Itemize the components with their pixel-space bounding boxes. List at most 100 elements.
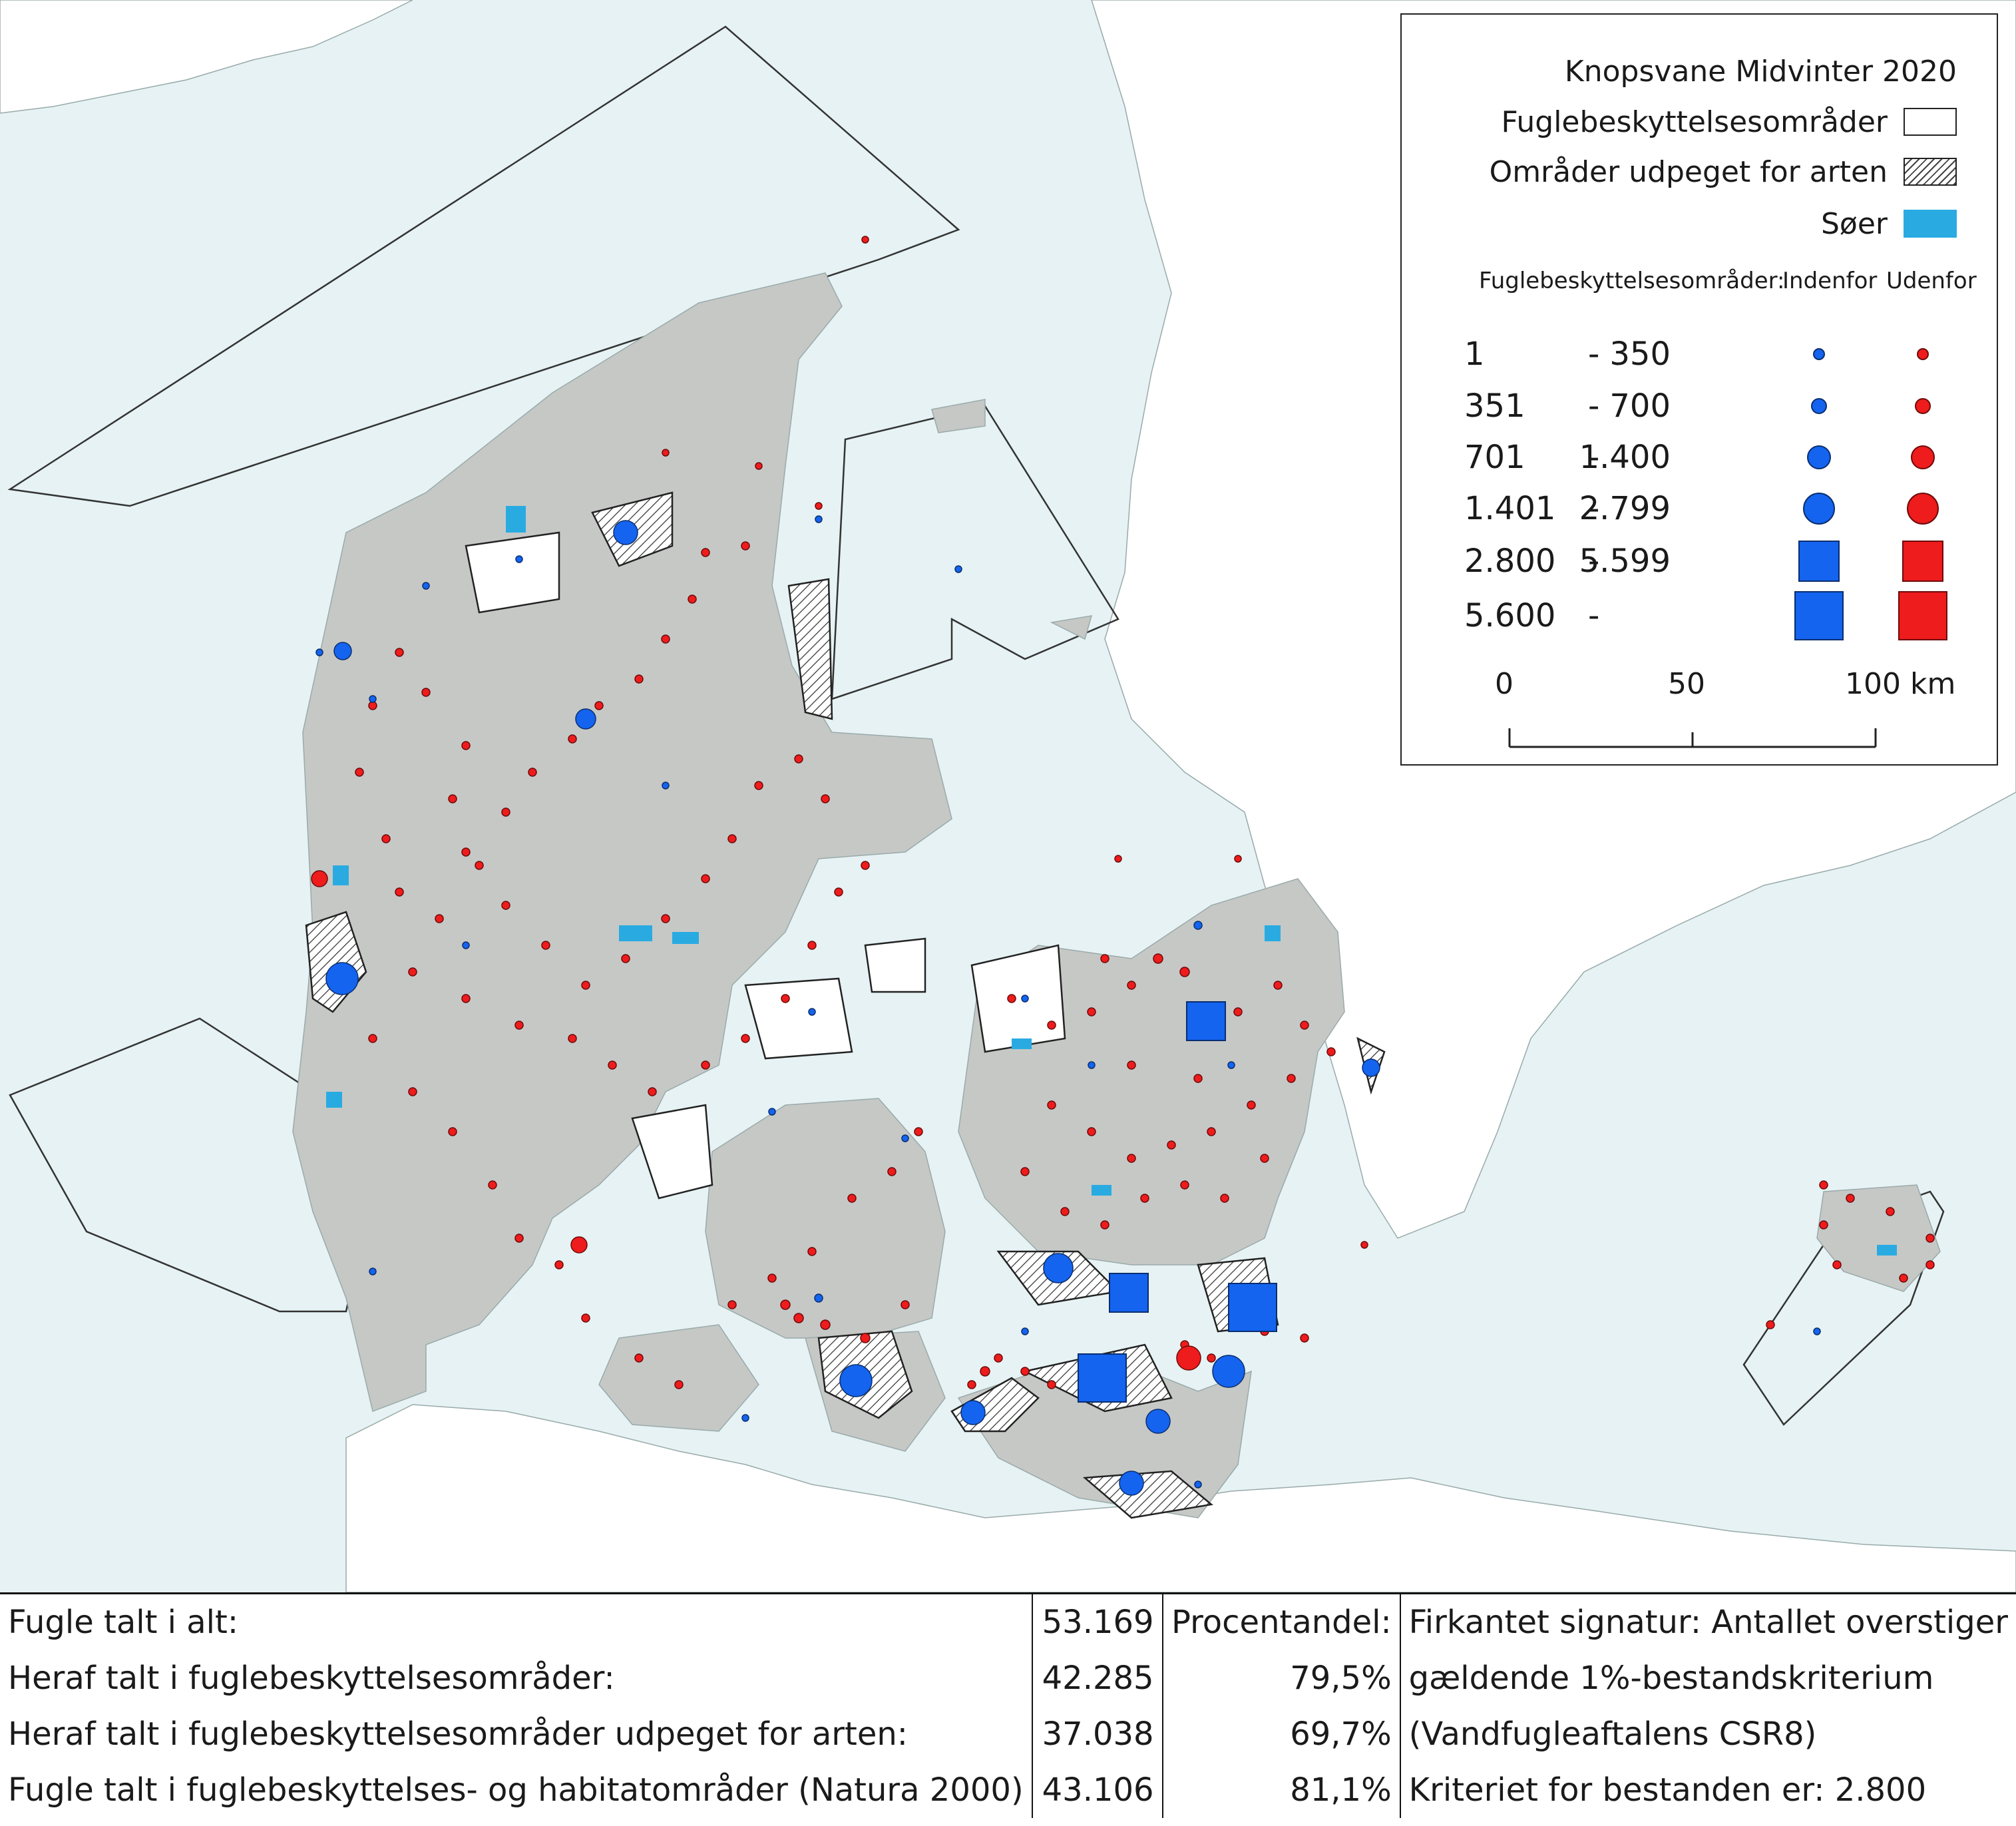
count-point-outside[interactable] xyxy=(461,994,471,1003)
count-point-outside[interactable] xyxy=(661,634,670,644)
count-point-outside[interactable] xyxy=(461,741,471,750)
count-point-outside[interactable] xyxy=(1766,1320,1775,1329)
count-point-outside[interactable] xyxy=(1007,994,1016,1003)
count-point-outside[interactable] xyxy=(1087,1007,1096,1017)
count-point-outside[interactable] xyxy=(608,1060,617,1070)
count-square-inside[interactable] xyxy=(1186,1001,1226,1041)
count-point-outside[interactable] xyxy=(674,1380,684,1389)
count-point-outside[interactable] xyxy=(568,734,577,744)
count-point-outside[interactable] xyxy=(621,954,630,963)
count-point-outside[interactable] xyxy=(368,701,377,710)
count-point-outside[interactable] xyxy=(1899,1273,1908,1283)
count-point-outside[interactable] xyxy=(967,1380,976,1389)
count-point-outside[interactable] xyxy=(541,941,550,950)
count-point-outside[interactable] xyxy=(1020,1367,1030,1376)
count-point-outside[interactable] xyxy=(395,887,404,897)
count-point-outside[interactable] xyxy=(1114,855,1122,863)
count-square-inside[interactable] xyxy=(1109,1273,1149,1313)
count-point-outside[interactable] xyxy=(701,874,710,883)
count-point-inside[interactable] xyxy=(315,648,323,656)
count-point-inside[interactable] xyxy=(815,515,823,523)
count-point-outside[interactable] xyxy=(701,1060,710,1070)
count-point-outside[interactable] xyxy=(914,1127,923,1136)
count-point-outside[interactable] xyxy=(408,1087,417,1096)
count-point-outside[interactable] xyxy=(755,462,763,470)
count-point-inside[interactable] xyxy=(422,582,430,590)
map-area[interactable]: Knopsvane Midvinter 2020 Fuglebeskyttels… xyxy=(0,0,2016,1592)
count-point-outside[interactable] xyxy=(581,1313,590,1323)
count-point-inside[interactable] xyxy=(325,962,359,995)
count-point-outside[interactable] xyxy=(1846,1194,1855,1203)
count-point-inside[interactable] xyxy=(768,1108,776,1116)
count-point-inside[interactable] xyxy=(1813,1327,1821,1335)
count-point-outside[interactable] xyxy=(754,781,763,790)
count-point-outside[interactable] xyxy=(861,236,869,244)
count-point-outside[interactable] xyxy=(1207,1127,1216,1136)
count-point-outside[interactable] xyxy=(901,1300,910,1309)
count-point-outside[interactable] xyxy=(1087,1127,1096,1136)
count-point-outside[interactable] xyxy=(554,1260,564,1269)
count-point-outside[interactable] xyxy=(381,834,391,843)
count-point-outside[interactable] xyxy=(1233,1007,1243,1017)
count-point-outside[interactable] xyxy=(1207,1353,1216,1363)
count-point-outside[interactable] xyxy=(1060,1207,1070,1216)
count-point-outside[interactable] xyxy=(488,1180,497,1190)
count-square-inside[interactable] xyxy=(1228,1283,1277,1332)
count-point-outside[interactable] xyxy=(1819,1180,1828,1190)
count-point-outside[interactable] xyxy=(355,768,364,777)
count-point-inside[interactable] xyxy=(333,642,352,660)
count-point-outside[interactable] xyxy=(1100,1220,1109,1230)
count-point-inside[interactable] xyxy=(1194,1481,1202,1488)
count-point-outside[interactable] xyxy=(1300,1021,1309,1030)
count-point-outside[interactable] xyxy=(1176,1345,1201,1371)
count-point-outside[interactable] xyxy=(1819,1220,1828,1230)
count-point-outside[interactable] xyxy=(1247,1100,1256,1110)
count-point-inside[interactable] xyxy=(515,555,523,563)
count-point-outside[interactable] xyxy=(661,914,670,923)
count-point-outside[interactable] xyxy=(794,754,803,764)
count-point-outside[interactable] xyxy=(767,1273,777,1283)
count-point-inside[interactable] xyxy=(960,1400,986,1425)
count-point-outside[interactable] xyxy=(1925,1260,1935,1269)
count-point-inside[interactable] xyxy=(1021,995,1029,1003)
count-point-inside[interactable] xyxy=(814,1293,823,1303)
count-point-outside[interactable] xyxy=(1047,1100,1056,1110)
count-point-outside[interactable] xyxy=(1886,1207,1895,1216)
count-point-outside[interactable] xyxy=(662,449,670,457)
count-point-outside[interactable] xyxy=(1220,1194,1229,1203)
count-point-outside[interactable] xyxy=(514,1234,524,1243)
count-point-inside[interactable] xyxy=(954,565,962,573)
count-point-outside[interactable] xyxy=(1153,953,1163,964)
count-point-outside[interactable] xyxy=(860,1333,871,1343)
count-point-inside[interactable] xyxy=(1212,1355,1245,1388)
count-point-inside[interactable] xyxy=(1119,1471,1144,1496)
count-point-outside[interactable] xyxy=(847,1194,857,1203)
count-point-outside[interactable] xyxy=(821,794,830,803)
count-point-outside[interactable] xyxy=(568,1034,577,1043)
count-point-outside[interactable] xyxy=(727,1300,737,1309)
count-point-outside[interactable] xyxy=(435,914,444,923)
count-point-outside[interactable] xyxy=(815,502,823,510)
count-point-outside[interactable] xyxy=(1127,1060,1136,1070)
count-point-outside[interactable] xyxy=(1287,1074,1296,1083)
count-point-outside[interactable] xyxy=(1260,1154,1269,1163)
count-point-outside[interactable] xyxy=(1925,1234,1935,1243)
count-point-outside[interactable] xyxy=(1140,1194,1149,1203)
count-point-outside[interactable] xyxy=(408,967,417,977)
count-point-outside[interactable] xyxy=(780,1299,791,1310)
count-point-outside[interactable] xyxy=(581,981,590,990)
count-point-outside[interactable] xyxy=(1326,1047,1336,1056)
count-point-inside[interactable] xyxy=(1088,1061,1096,1069)
count-point-outside[interactable] xyxy=(688,594,697,604)
count-point-outside[interactable] xyxy=(448,794,457,803)
count-point-outside[interactable] xyxy=(741,541,750,551)
count-point-inside[interactable] xyxy=(1043,1253,1074,1283)
count-point-outside[interactable] xyxy=(1127,981,1136,990)
count-point-outside[interactable] xyxy=(1127,1154,1136,1163)
count-point-outside[interactable] xyxy=(807,941,817,950)
count-point-outside[interactable] xyxy=(1273,981,1283,990)
count-point-inside[interactable] xyxy=(613,520,638,545)
count-point-outside[interactable] xyxy=(501,901,510,910)
count-point-outside[interactable] xyxy=(528,768,537,777)
count-point-outside[interactable] xyxy=(634,674,644,684)
